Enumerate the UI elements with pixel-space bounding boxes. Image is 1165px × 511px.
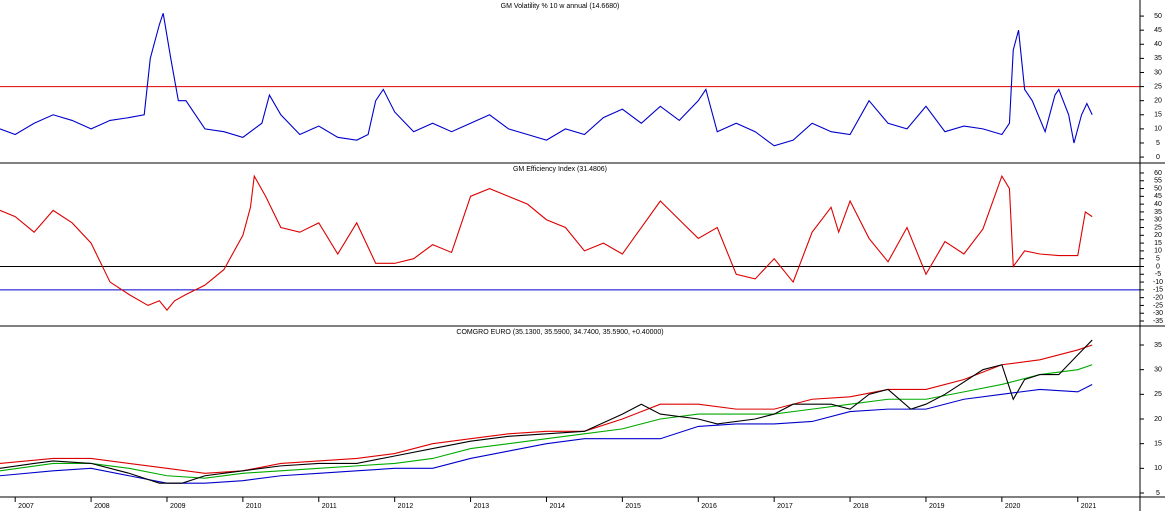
y-tick-label: 45 xyxy=(1154,27,1162,34)
y-tick-label: -20 xyxy=(1153,294,1163,301)
y-tick-label: 25 xyxy=(1154,391,1162,398)
x-tick-label: 2015 xyxy=(625,503,641,510)
panel-title: GM Efficiency Index (31.4806) xyxy=(513,166,607,173)
y-tick-label: 50 xyxy=(1154,185,1162,192)
y-tick-label: 30 xyxy=(1154,217,1162,224)
x-tick-label: 2019 xyxy=(929,503,945,510)
series-line xyxy=(0,383,1093,484)
x-tick-label: 2020 xyxy=(1005,503,1021,510)
x-tick-label: 2009 xyxy=(170,503,186,510)
y-tick-label: 15 xyxy=(1154,112,1162,119)
y-tick-label: 5 xyxy=(1156,256,1160,263)
y-tick-label: 30 xyxy=(1154,367,1162,374)
series-line xyxy=(0,344,1093,474)
x-tick-label: 2017 xyxy=(777,503,793,510)
series-line xyxy=(0,339,1093,484)
y-tick-label: 10 xyxy=(1154,248,1162,255)
y-tick-label: -30 xyxy=(1153,310,1163,317)
y-tick-label: -10 xyxy=(1153,279,1163,286)
x-tick-label: 2011 xyxy=(322,503,337,510)
y-tick-label: 35 xyxy=(1154,55,1162,62)
y-tick-label: -35 xyxy=(1153,318,1163,325)
y-tick-label: 15 xyxy=(1154,441,1162,448)
y-tick-label: 40 xyxy=(1154,41,1162,48)
y-tick-label: 0 xyxy=(1156,263,1160,270)
x-tick-label: 2016 xyxy=(701,503,717,510)
y-tick-label: 25 xyxy=(1154,83,1162,90)
y-tick-label: 35 xyxy=(1154,209,1162,216)
y-tick-label: 10 xyxy=(1154,126,1162,133)
x-tick-label: 2013 xyxy=(474,503,490,510)
y-tick-label: -15 xyxy=(1153,287,1163,294)
y-tick-label: 5 xyxy=(1156,490,1160,497)
series-line xyxy=(0,174,1093,311)
y-tick-label: 0 xyxy=(1156,154,1160,161)
y-tick-label: 50 xyxy=(1154,13,1162,20)
y-tick-label: -5 xyxy=(1155,271,1161,278)
y-tick-label: -25 xyxy=(1153,302,1163,309)
y-tick-label: 45 xyxy=(1154,193,1162,200)
y-tick-label: 30 xyxy=(1154,69,1162,76)
panel-title: COMGRO EURO (35.1300, 35.5900, 34.7400, … xyxy=(456,329,663,336)
panel-title: GM Volatility % 10 w annual (14.6680) xyxy=(501,3,620,10)
y-tick-label: 20 xyxy=(1154,232,1162,239)
y-tick-label: 25 xyxy=(1154,224,1162,231)
y-tick-label: 35 xyxy=(1154,342,1162,349)
x-tick-label: 2021 xyxy=(1081,503,1097,510)
y-tick-label: 60 xyxy=(1154,170,1162,177)
x-tick-label: 2008 xyxy=(94,503,110,510)
y-tick-label: 55 xyxy=(1154,178,1162,185)
series-line xyxy=(0,13,1093,147)
x-tick-label: 2014 xyxy=(549,503,565,510)
x-tick-label: 2010 xyxy=(246,503,262,510)
y-tick-label: 15 xyxy=(1154,240,1162,247)
x-tick-label: 2012 xyxy=(398,503,414,510)
x-tick-label: 2018 xyxy=(853,503,869,510)
y-tick-label: 40 xyxy=(1154,201,1162,208)
y-tick-label: 5 xyxy=(1156,140,1160,147)
x-tick-label: 2007 xyxy=(18,503,34,510)
y-tick-label: 20 xyxy=(1154,416,1162,423)
y-tick-label: 10 xyxy=(1154,465,1162,472)
y-tick-label: 20 xyxy=(1154,98,1162,105)
